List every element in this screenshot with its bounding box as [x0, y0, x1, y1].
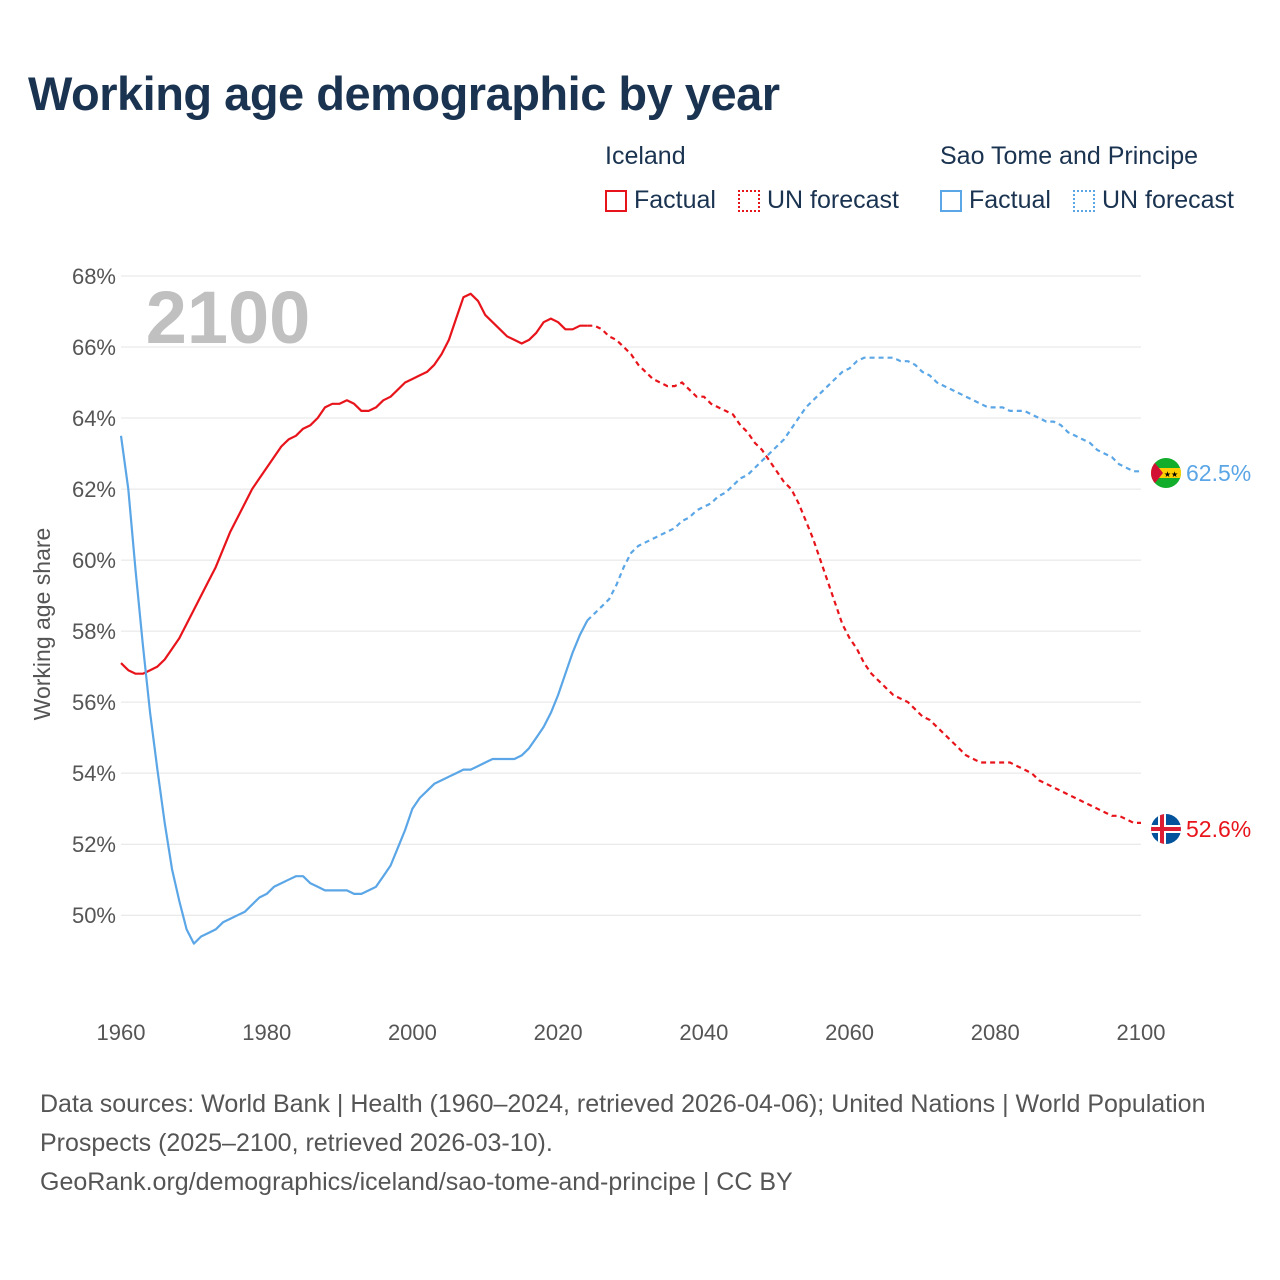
legend-label: UN forecast — [1102, 186, 1234, 214]
y-axis: 50% 52% 54% 56% 58% 60% 62% 64% 66% 68% — [72, 264, 116, 928]
y-tick-label: 62% — [72, 477, 116, 502]
grid — [121, 275, 1141, 916]
legend-group-sao-tome: Sao Tome and Principe Factual UN forecas… — [940, 142, 1234, 214]
y-tick-label: 50% — [72, 903, 116, 928]
series-line-sao-tome-and-principe-factual — [119, 435, 589, 945]
y-tick-label: 56% — [72, 690, 116, 715]
y-tick-label: 68% — [72, 264, 116, 289]
y-tick-label: 54% — [72, 761, 116, 786]
legend-swatch-solid — [940, 189, 962, 212]
sao-tome-flag-icon: ★★ — [1151, 458, 1181, 488]
data-sources-text: Data sources: World Bank | Health (1960–… — [40, 1090, 1206, 1157]
series — [119, 292, 1141, 945]
legend-group-iceland: Iceland Factual UN forecast — [605, 142, 899, 214]
chart-title: Working age demographic by year — [28, 67, 780, 120]
x-axis: 1960 1980 2000 2020 2040 2060 2080 2100 — [97, 1020, 1166, 1045]
legend-label: Factual — [969, 186, 1051, 214]
y-tick-label: 60% — [72, 548, 116, 573]
x-tick-label: 1980 — [242, 1020, 291, 1045]
x-tick-label: 1960 — [97, 1020, 146, 1045]
x-tick-label: 2020 — [534, 1020, 583, 1045]
legend-item-sao-tome-forecast[interactable]: UN forecast — [1073, 186, 1234, 215]
series-line-sao-tome-and-principe-forecast — [586, 356, 1141, 622]
svg-text:★★: ★★ — [1164, 470, 1178, 479]
x-tick-label: 2040 — [679, 1020, 728, 1045]
x-tick-label: 2100 — [1117, 1020, 1166, 1045]
x-tick-label: 2060 — [825, 1020, 874, 1045]
legend-label: Factual — [634, 186, 716, 214]
y-axis-title: Working age share — [29, 528, 55, 721]
legend-item-iceland-forecast[interactable]: UN forecast — [738, 186, 899, 215]
end-label-iceland: 52.6% — [1186, 816, 1251, 842]
legend-swatch-dotted — [738, 189, 760, 212]
iceland-flag-icon — [1151, 814, 1181, 844]
x-tick-label: 2080 — [971, 1020, 1020, 1045]
year-watermark: 2100 — [146, 276, 311, 359]
legend-item-sao-tome-factual[interactable]: Factual — [940, 186, 1051, 215]
legend-swatch-dotted — [1073, 189, 1095, 212]
legend-group-title: Sao Tome and Principe — [940, 142, 1199, 170]
legend-swatch-solid — [605, 189, 627, 212]
series-line-iceland-forecast — [587, 324, 1141, 825]
legend-label: UN forecast — [767, 186, 899, 214]
footer: Data sources: World Bank | Health (1960–… — [40, 1085, 1240, 1202]
y-tick-label: 64% — [72, 406, 116, 431]
legend-item-iceland-factual[interactable]: Factual — [605, 186, 716, 215]
x-tick-label: 2000 — [388, 1020, 437, 1045]
series-line-iceland-factual — [120, 292, 588, 675]
legend-group-title: Iceland — [605, 142, 686, 170]
y-tick-label: 58% — [72, 619, 116, 644]
y-tick-label: 52% — [72, 832, 116, 857]
end-label-sao-tome: 62.5% — [1186, 460, 1251, 486]
y-tick-label: 66% — [72, 335, 116, 360]
source-link[interactable]: GeoRank.org/demographics/iceland/sao-tom… — [40, 1168, 793, 1196]
